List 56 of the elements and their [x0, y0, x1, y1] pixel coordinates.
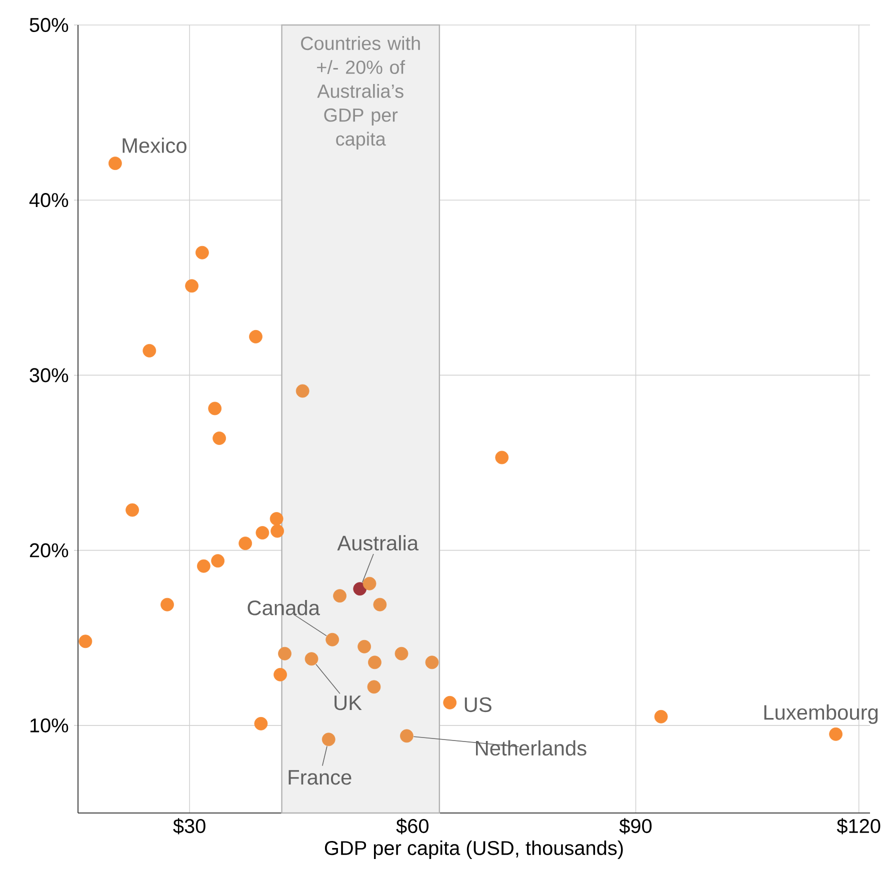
point: [78, 634, 92, 648]
y-tick-label: 40%: [29, 193, 68, 208]
point: [208, 402, 222, 416]
point: [142, 344, 156, 358]
y-tick-label: 20%: [30, 543, 68, 558]
annotation: Mexico: [122, 138, 186, 153]
x-tick-label: $60: [396, 818, 428, 834]
point: [400, 729, 414, 743]
y-tick-label: 50%: [30, 18, 68, 32]
point: [368, 656, 382, 670]
point: [394, 646, 408, 660]
x-axis-title: GDP per capita (USD, thousands): [324, 840, 623, 860]
point: [443, 696, 457, 710]
point: [160, 598, 174, 612]
point: [249, 330, 262, 344]
point: [367, 680, 381, 694]
point: [196, 559, 210, 573]
point: [256, 526, 270, 540]
point: [495, 450, 509, 464]
point: [362, 576, 376, 590]
point: [274, 668, 287, 682]
band-label: Countries with +/- 20% of Australia’s GDP per capita: [301, 36, 420, 150]
point: [278, 646, 292, 660]
y-tick-label: 30%: [30, 368, 68, 382]
point: [270, 524, 284, 538]
point: [238, 536, 252, 550]
point: [326, 632, 340, 646]
annotation: UK: [334, 696, 362, 710]
point: [185, 279, 198, 293]
annotation: Canada: [248, 600, 320, 616]
point: [373, 598, 387, 612]
point: [212, 432, 226, 445]
point: [211, 554, 225, 568]
point: [322, 732, 336, 746]
annotation: France: [288, 770, 352, 785]
point: [126, 503, 139, 517]
annotation: US: [464, 697, 492, 712]
point: [654, 710, 668, 724]
point: [425, 656, 439, 670]
point: [333, 589, 346, 603]
annotation: Netherlands: [476, 740, 586, 756]
annotation: Australia: [337, 535, 419, 551]
point: [296, 384, 310, 398]
annotation: Luxembourg: [764, 704, 878, 724]
x-tick-label: $30: [173, 818, 206, 834]
point: [108, 156, 122, 170]
x-tick-label: $90: [619, 818, 652, 834]
x-tick-label: $120: [836, 818, 880, 834]
point: [254, 716, 268, 730]
point: [304, 652, 318, 666]
point: [358, 640, 372, 654]
y-tick-label: 10%: [30, 718, 68, 732]
point: [270, 512, 284, 526]
point: [829, 727, 843, 741]
point: [353, 582, 367, 596]
point: [196, 246, 209, 260]
